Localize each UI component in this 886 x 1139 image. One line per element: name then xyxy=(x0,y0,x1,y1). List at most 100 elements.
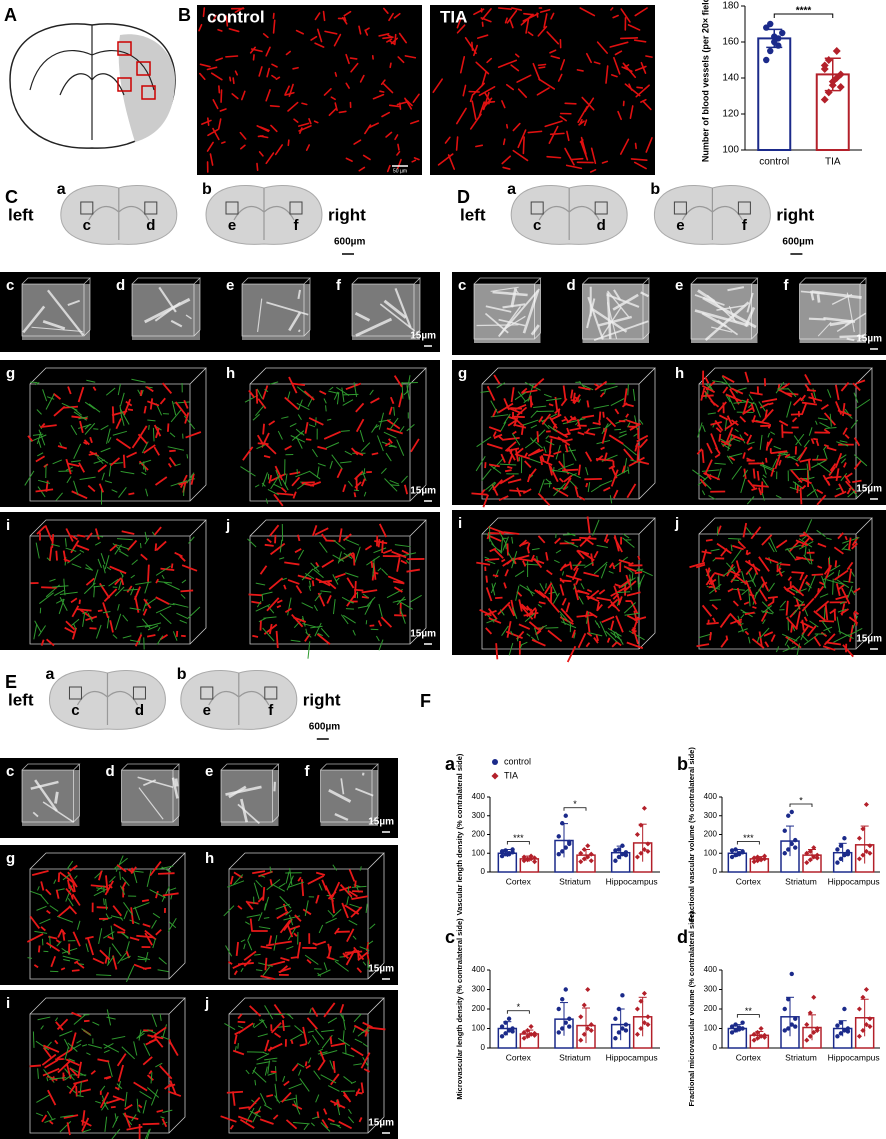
vessel xyxy=(689,561,706,569)
vessel xyxy=(144,1129,150,1139)
vessel xyxy=(709,599,722,601)
vessel xyxy=(170,409,182,423)
vessel xyxy=(580,141,589,161)
vessel xyxy=(76,1039,82,1044)
vessel xyxy=(31,869,49,877)
vessel xyxy=(355,317,393,337)
vessel xyxy=(841,543,849,551)
vessel xyxy=(799,477,812,485)
vessel xyxy=(143,444,156,454)
vessel xyxy=(76,920,81,930)
vessel xyxy=(77,534,86,538)
vessel xyxy=(73,1014,86,1025)
data-point xyxy=(616,1006,622,1012)
vessel xyxy=(592,519,600,536)
vessel xyxy=(365,620,368,625)
subpanel-label: h xyxy=(675,365,684,382)
vessel xyxy=(138,787,164,820)
vessel xyxy=(147,400,160,407)
x-tick-label: Hippocampus xyxy=(606,876,658,886)
vessel xyxy=(608,434,624,445)
vessel xyxy=(305,1064,311,1070)
vessel xyxy=(286,923,294,938)
vessel xyxy=(834,560,838,568)
data-point xyxy=(521,858,527,864)
data-point xyxy=(585,854,591,860)
vessel xyxy=(634,7,648,17)
data-point xyxy=(736,1025,742,1030)
vessel xyxy=(378,523,388,538)
vessel xyxy=(147,1034,164,1040)
vessel xyxy=(764,409,768,420)
vessel xyxy=(599,480,613,487)
vessel xyxy=(206,66,218,71)
vessel xyxy=(801,402,808,414)
data-point xyxy=(634,831,640,838)
vessel xyxy=(34,620,42,633)
vessel xyxy=(488,532,504,535)
vessel xyxy=(770,634,776,643)
vessel xyxy=(86,379,96,383)
y-tick-label: 0 xyxy=(481,1043,486,1052)
vessel xyxy=(252,1066,257,1075)
vessel xyxy=(532,429,546,443)
vessel xyxy=(257,398,267,410)
vessel xyxy=(528,621,540,631)
vessel xyxy=(464,37,477,55)
vessel xyxy=(112,634,118,639)
vessel xyxy=(800,394,806,402)
vessel xyxy=(760,610,773,615)
x-tick-label: Cortex xyxy=(736,1052,762,1062)
vessel xyxy=(314,622,322,637)
vessel xyxy=(364,124,372,135)
vessel xyxy=(146,1074,154,1081)
vessel xyxy=(353,139,362,145)
vessel xyxy=(836,441,849,447)
vessel xyxy=(258,151,264,157)
vessel xyxy=(245,1069,250,1075)
vessel xyxy=(34,381,40,386)
vessel xyxy=(522,290,540,334)
vessel xyxy=(564,444,569,453)
vessel xyxy=(851,542,858,550)
vessel xyxy=(412,93,420,104)
vessel xyxy=(745,580,751,589)
vessel xyxy=(568,446,577,461)
vessel xyxy=(362,154,371,161)
vessel xyxy=(119,408,130,425)
vessel xyxy=(264,1039,270,1052)
vessel xyxy=(345,949,356,966)
vessel xyxy=(507,604,515,617)
vessel xyxy=(363,1068,370,1073)
vessel xyxy=(351,885,367,888)
vessel xyxy=(70,460,81,463)
vessel xyxy=(110,925,114,939)
vessel xyxy=(561,597,567,606)
data-point xyxy=(863,986,869,993)
vessel xyxy=(613,489,619,499)
vessel xyxy=(345,53,350,65)
vessel xyxy=(594,380,608,391)
vessel xyxy=(70,539,80,554)
region-label: d xyxy=(146,217,155,234)
vessel xyxy=(478,101,486,117)
vessel xyxy=(596,544,608,548)
vessel xyxy=(628,562,634,566)
vessel xyxy=(353,581,357,599)
data-point xyxy=(503,851,508,857)
vessel xyxy=(377,539,381,548)
vessel xyxy=(743,431,749,437)
data-point xyxy=(842,1006,847,1012)
vessel xyxy=(254,953,261,956)
vessel xyxy=(43,1044,60,1053)
vessel xyxy=(383,299,407,319)
vessel xyxy=(819,619,835,623)
vessel xyxy=(545,478,552,485)
vessel xyxy=(823,449,828,460)
vessel xyxy=(622,62,637,79)
vessel xyxy=(126,451,138,459)
vessel xyxy=(55,492,63,501)
data-point xyxy=(499,849,505,854)
vessel xyxy=(379,90,385,93)
vessel xyxy=(38,440,42,448)
